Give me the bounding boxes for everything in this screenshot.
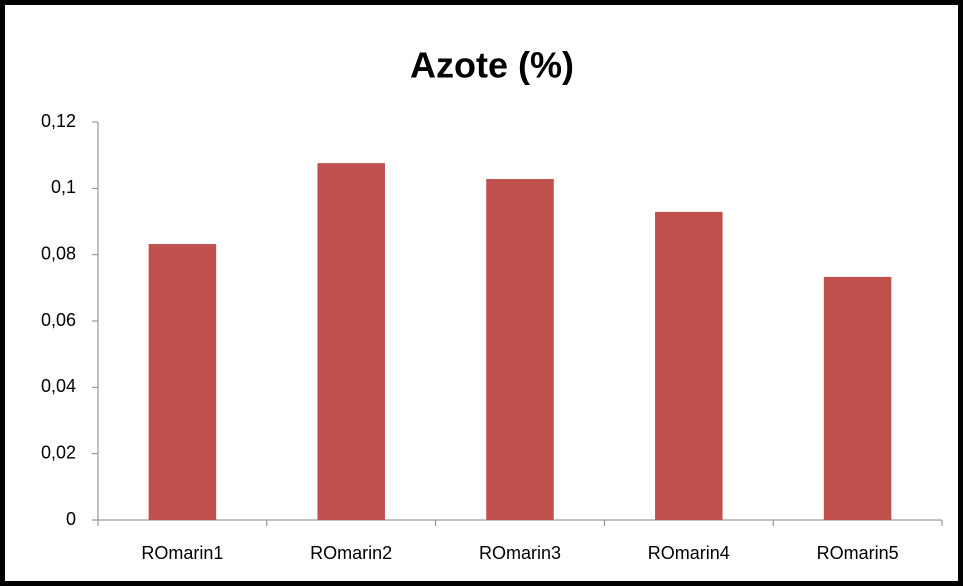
x-tick-label: ROmarin5 — [817, 543, 899, 563]
y-tick-label: 0,02 — [41, 442, 76, 462]
x-tick-label: ROmarin1 — [141, 543, 223, 563]
y-tick-label: 0,1 — [51, 177, 76, 197]
x-tick-label: ROmarin4 — [648, 543, 730, 563]
bar — [486, 179, 554, 520]
chart-title: Azote (%) — [410, 45, 574, 86]
y-tick-label: 0,08 — [41, 243, 76, 263]
bar — [823, 276, 892, 520]
y-tick-label: 0 — [66, 509, 76, 529]
bar — [148, 244, 217, 520]
y-tick-label: 0,06 — [41, 310, 76, 330]
bar — [655, 211, 723, 521]
y-tick-label: 0,12 — [41, 111, 76, 131]
x-tick-label: ROmarin3 — [479, 543, 561, 563]
y-tick-label: 0,04 — [41, 376, 76, 396]
x-tick-label: ROmarin2 — [310, 543, 392, 563]
bar — [317, 163, 385, 521]
